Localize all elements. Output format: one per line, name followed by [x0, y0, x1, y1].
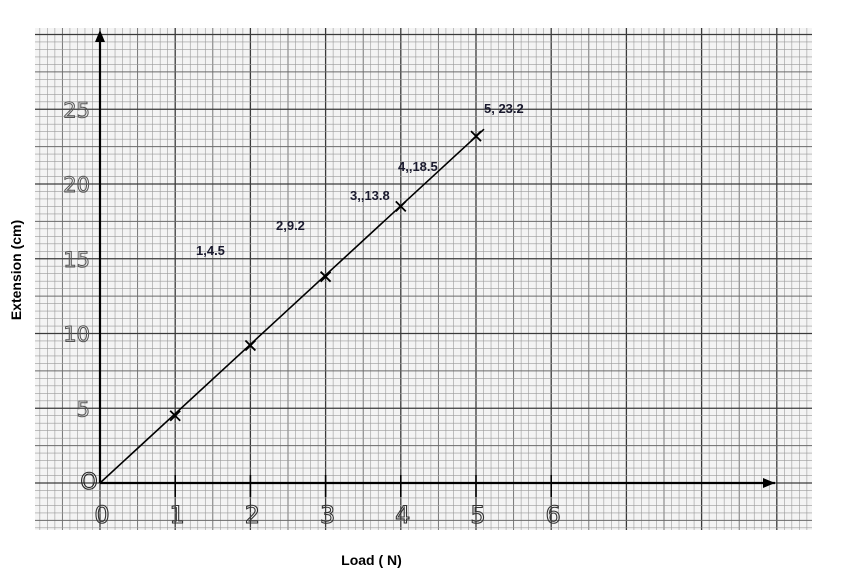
- y-tick-label: 25: [63, 98, 90, 122]
- y-tick-label: 20: [63, 173, 90, 197]
- data-point-cross-icon: [395, 200, 407, 213]
- best-fit-line: [99, 128, 485, 484]
- x-tick-label: 1: [170, 501, 185, 529]
- y-axis-title-text: Extension (cm): [8, 219, 24, 321]
- x-tick-label: 3: [320, 501, 335, 529]
- x-tick-label: 6: [546, 501, 561, 529]
- data-point-cross-icon: [169, 410, 181, 422]
- x-tick-label: 5: [470, 501, 485, 529]
- x-axis-title-text: Load ( N): [341, 552, 402, 568]
- y-axis-arrow-icon: [95, 30, 105, 42]
- data-point-cross-icon: [244, 339, 257, 352]
- x-tick-label: 4: [395, 501, 410, 529]
- x-tick-label: 2: [245, 501, 260, 529]
- x-axis-arrow-icon: [763, 478, 775, 488]
- data-point-label: 3,,13.8: [350, 188, 390, 203]
- y-tick-label: 10: [63, 323, 90, 347]
- data-point-cross-icon: [319, 271, 332, 283]
- data-point-cross-icon: [470, 130, 482, 142]
- x-axis-title: Load ( N): [0, 552, 843, 568]
- data-point-label: 4,,18.5: [398, 159, 438, 174]
- data-point-label: 1,4.5: [196, 243, 225, 258]
- y-tick-label: 15: [63, 248, 90, 272]
- y-axis-title: Extension (cm): [4, 170, 28, 370]
- x-tick-label: 0: [94, 501, 109, 529]
- data-point-label: 5, 23.2: [484, 101, 524, 116]
- y-tick-label: 5: [77, 397, 90, 421]
- data-point-label: 2,9.2: [276, 218, 305, 233]
- origin-label: O: [80, 470, 97, 495]
